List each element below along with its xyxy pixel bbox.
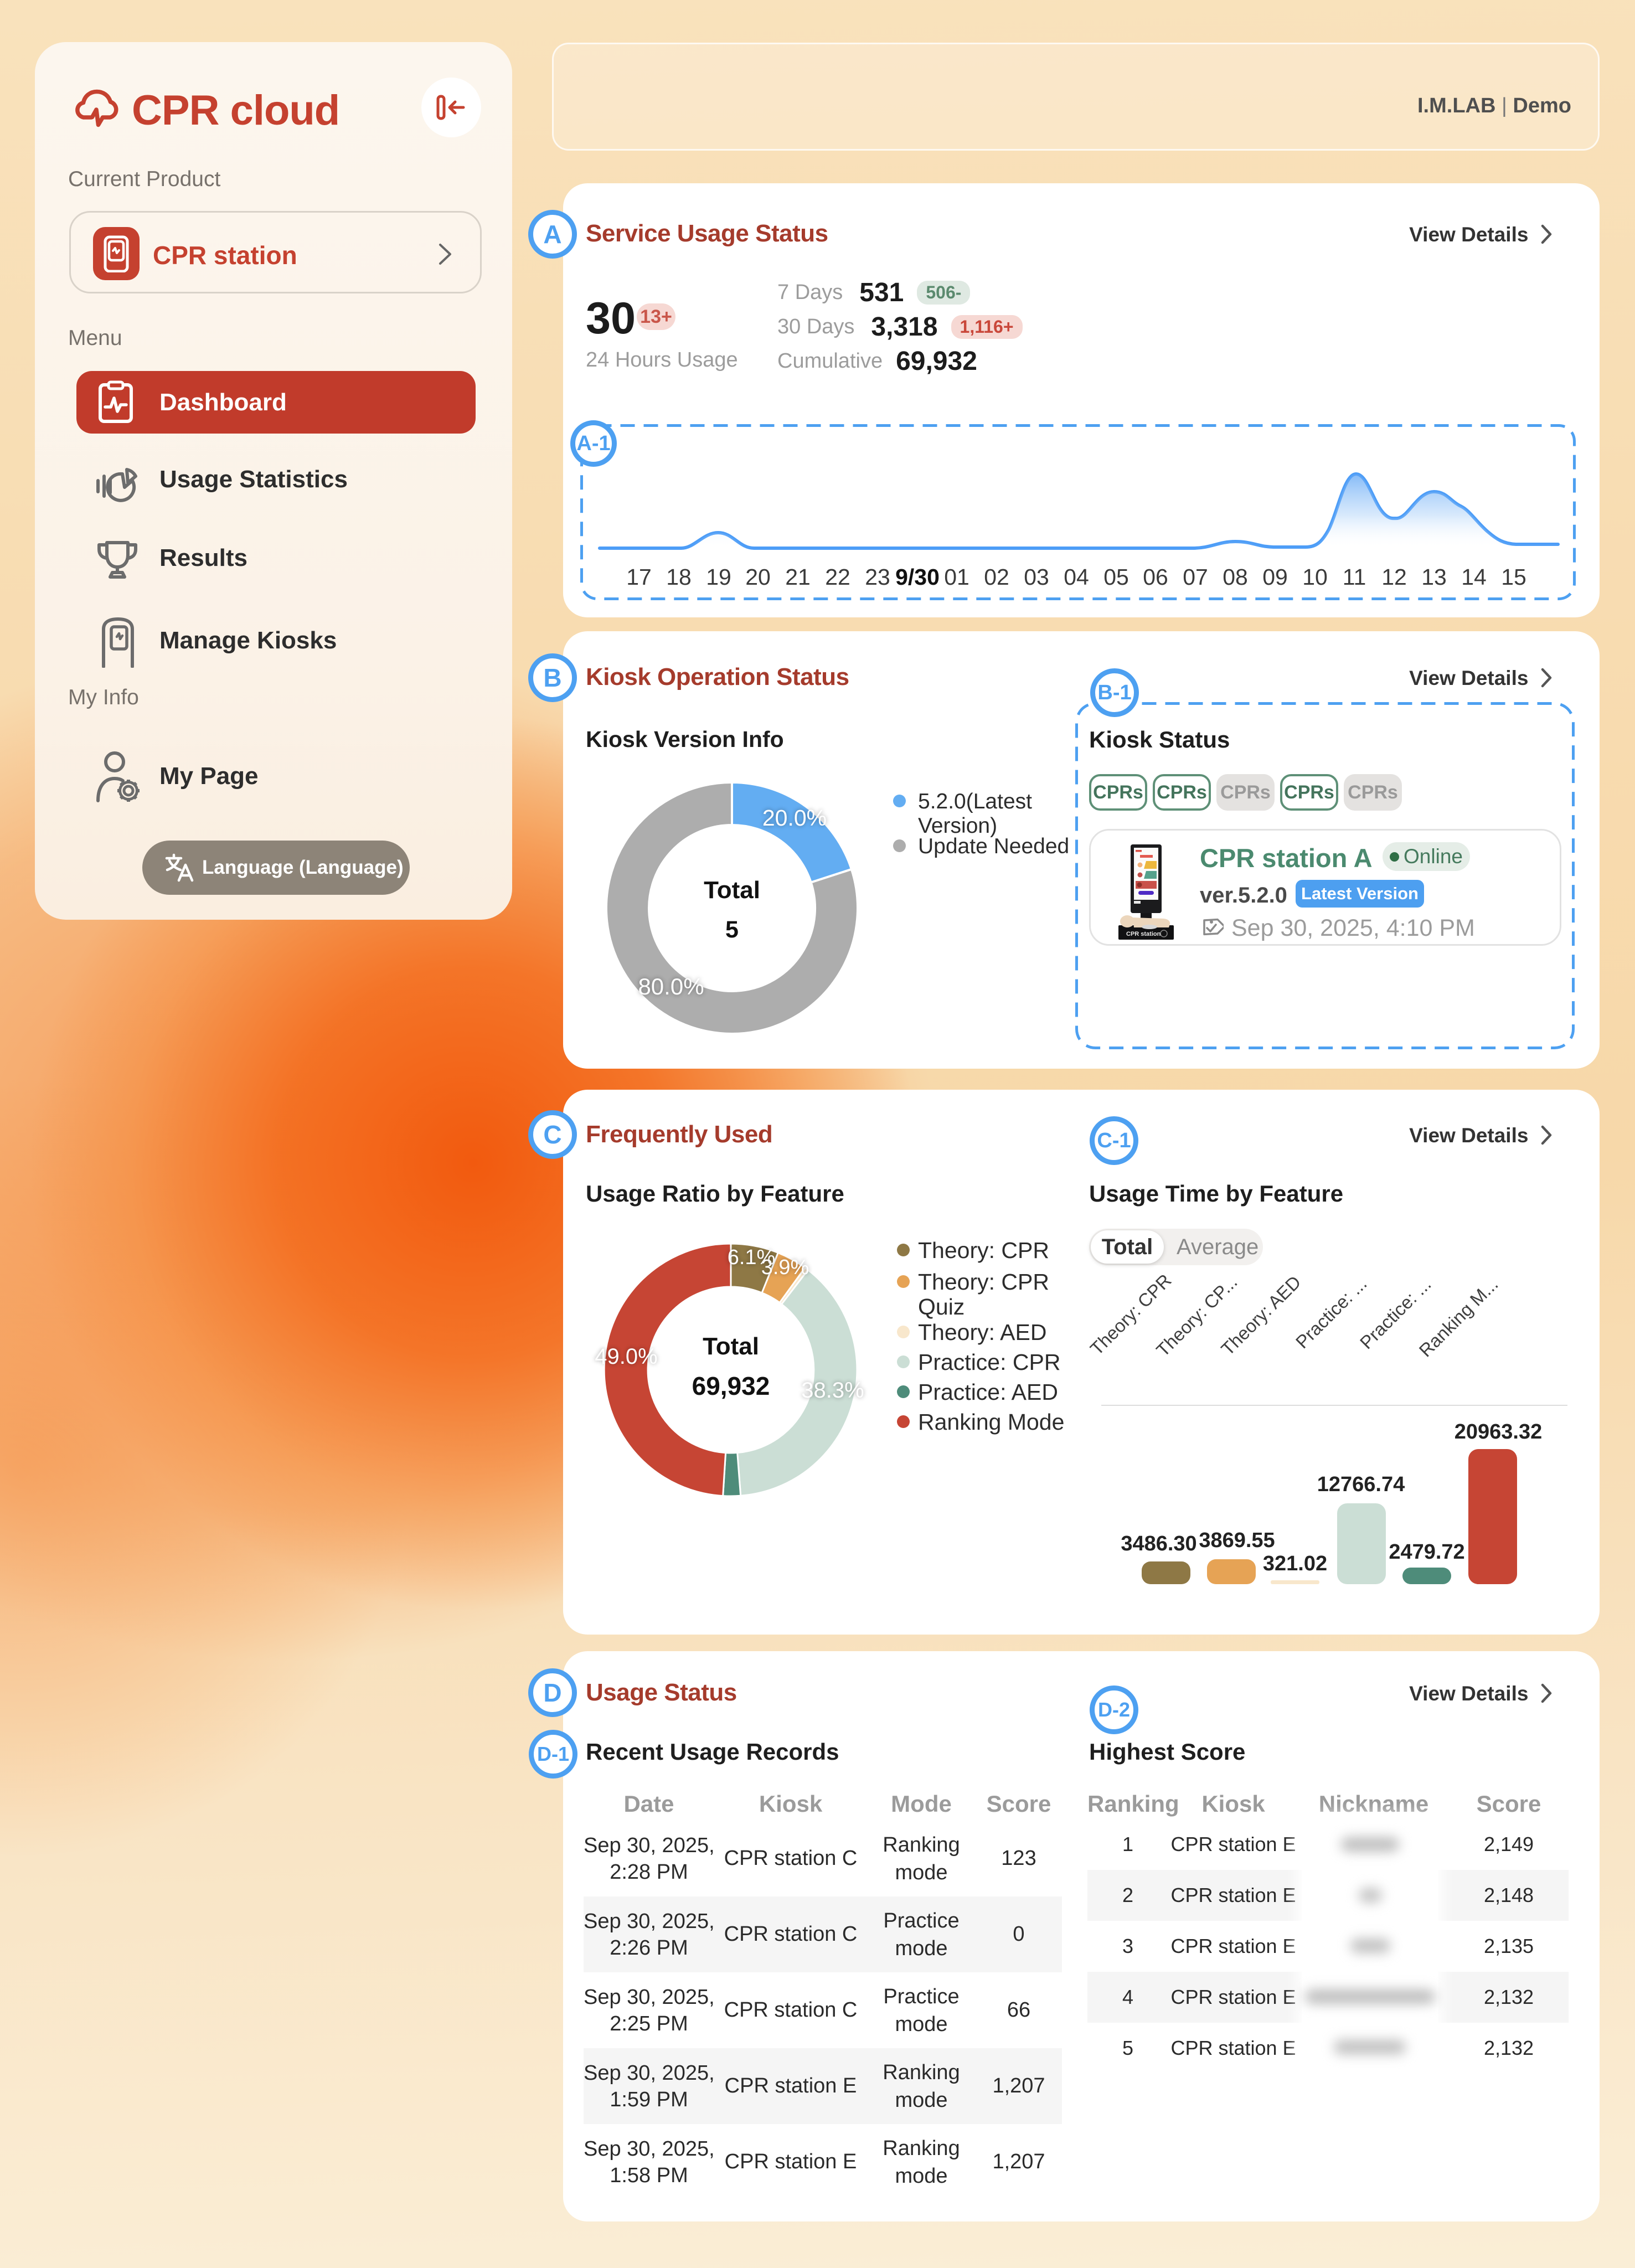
svg-text:5: 5 — [725, 916, 739, 943]
svg-text:Total: Total — [704, 877, 760, 904]
svg-text:Total: Total — [703, 1333, 759, 1360]
svg-text:69,932: 69,932 — [692, 1372, 770, 1400]
svg-text:CPR station: CPR station — [1126, 931, 1161, 937]
